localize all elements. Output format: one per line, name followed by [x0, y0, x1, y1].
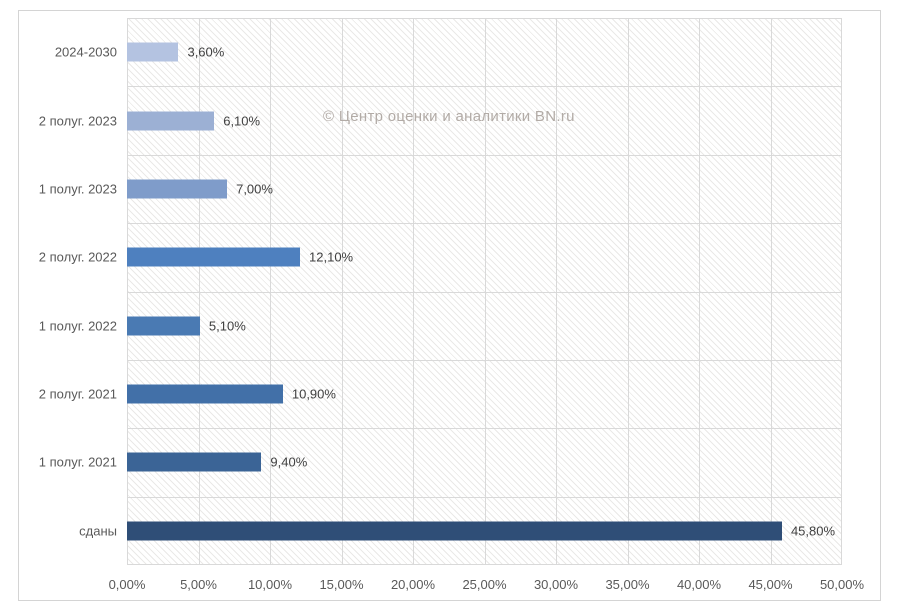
category-label: 1 полуг. 2022: [38, 318, 117, 334]
x-tick-label: 20,00%: [390, 577, 436, 592]
bar: [127, 452, 262, 472]
category-label: 2 полуг. 2023: [38, 113, 117, 129]
horizontal-gridline: [127, 154, 842, 156]
bar: [127, 247, 301, 267]
bar: [127, 521, 782, 541]
x-tick-label: 10,00%: [247, 577, 293, 592]
plot-area: 3,60% 6,10% 7,00% 12,10% 5,10% 10,90% 9,40% 45,…: [127, 18, 842, 565]
bar-value-label: 10,90%: [291, 386, 336, 402]
bar-value-label: 7,00%: [236, 181, 273, 197]
x-tick-label: 45,00%: [748, 577, 793, 592]
category-axis: 2024-2030 2 полуг. 2023 1 полуг. 2023 2 пол…: [0, 18, 117, 565]
bar-value-label: 45,80%: [790, 523, 836, 539]
horizontal-gridline: [127, 291, 842, 293]
x-axis: 0,00% 5,00% 10,00% 15,00% 20,00% 25,00% 30,00%…: [109, 565, 864, 597]
category-label: 1 полуг. 2021: [38, 454, 117, 470]
x-tick-label: 5,00%: [180, 577, 217, 592]
x-tick-label: 15,00%: [319, 577, 364, 592]
bar-value-label: 12,10%: [309, 249, 354, 265]
x-tick-label: 0,00%: [108, 577, 146, 592]
x-tick-label: 35,00%: [605, 577, 650, 592]
bar-value-label: 3,60%: [187, 44, 225, 60]
category-label: сданы: [79, 523, 117, 539]
watermark: © Центр оценки и аналитики BN.ru: [323, 108, 575, 125]
bar-value-label: 6,10%: [223, 113, 261, 129]
category-label: 2024-2030: [54, 44, 117, 60]
x-tick-label: 50,00%: [819, 577, 865, 592]
horizontal-gridline: [127, 496, 842, 498]
horizontal-gridline: [127, 564, 842, 565]
bar: [127, 42, 179, 62]
category-label: 2 полуг. 2022: [38, 249, 117, 265]
horizontal-gridline: [127, 359, 842, 361]
category-label: 2 полуг. 2021: [38, 386, 117, 402]
category-label: 1 полуг. 2023: [38, 181, 117, 197]
horizontal-gridline: [127, 223, 842, 225]
x-tick-label: 40,00%: [676, 577, 722, 592]
horizontal-gridline: [127, 86, 842, 88]
bar: [127, 111, 215, 131]
horizontal-gridline: [127, 428, 842, 430]
x-tick-label: 30,00%: [533, 577, 579, 592]
bar: [127, 316, 200, 336]
bar-value-label: 5,10%: [208, 318, 246, 334]
bar: [127, 179, 228, 199]
x-tick-label: 25,00%: [462, 577, 507, 592]
bar: [127, 384, 283, 404]
bar-value-label: 9,40%: [270, 454, 308, 470]
horizontal-gridline: [127, 18, 842, 19]
